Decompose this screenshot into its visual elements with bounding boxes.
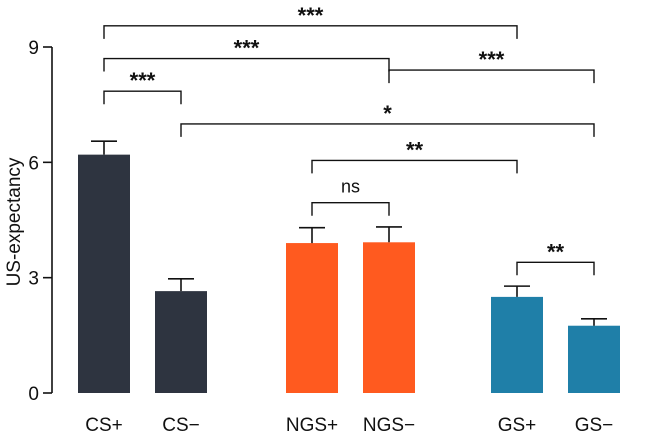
y-axis: 0 3 6 9 (28, 38, 53, 405)
significance-label-0: *** (298, 3, 324, 28)
error-bar-4 (504, 285, 530, 297)
bar-5 (568, 325, 620, 393)
x-axis-labels: CS+ CS− NGS+ NGS− GS+ GS− (85, 415, 613, 436)
significance-label-1: *** (234, 36, 260, 61)
significance-bracket-0 (103, 25, 518, 39)
error-bar-3 (376, 226, 402, 243)
significance-label-6: ns (341, 177, 360, 197)
x-tick-label: NGS+ (286, 415, 338, 436)
bar-3 (363, 242, 415, 393)
significance-bracket-3 (388, 69, 595, 84)
significance-bracket-2 (103, 90, 182, 105)
significance-label-7: ** (547, 239, 565, 264)
x-tick-label: NGS− (363, 415, 415, 436)
bar-4 (491, 296, 543, 393)
significance-label-4: * (383, 101, 392, 126)
x-tick-label: GS− (575, 415, 614, 436)
significance-label-2: *** (130, 68, 156, 93)
bars (78, 154, 620, 393)
y-tick-label: 9 (28, 38, 39, 59)
significance-bracket-6 (311, 202, 390, 216)
significance-bracket-4 (180, 123, 595, 137)
error-bar-2 (299, 226, 325, 244)
bar-2 (286, 243, 338, 393)
significance-bracket-5 (311, 159, 518, 174)
y-tick-label: 6 (28, 153, 39, 174)
y-tick-label: 3 (28, 269, 39, 290)
significance-label-5: ** (406, 137, 424, 162)
y-axis-title: US-expectancy (4, 157, 25, 286)
error-bar-5 (581, 318, 607, 326)
significance-bracket-7 (516, 261, 595, 276)
error-bars (91, 140, 607, 326)
bar-0 (78, 154, 130, 393)
significance-brackets: ***************ns** (103, 3, 595, 276)
error-bar-0 (91, 140, 117, 155)
bar-1 (155, 291, 207, 393)
significance-bracket-1 (103, 57, 390, 72)
x-tick-label: GS+ (498, 415, 537, 436)
x-tick-label: CS+ (85, 415, 123, 436)
y-tick-label: 0 (28, 384, 39, 405)
x-tick-label: CS− (162, 415, 200, 436)
significance-label-3: *** (479, 47, 505, 72)
error-bar-1 (168, 278, 194, 292)
